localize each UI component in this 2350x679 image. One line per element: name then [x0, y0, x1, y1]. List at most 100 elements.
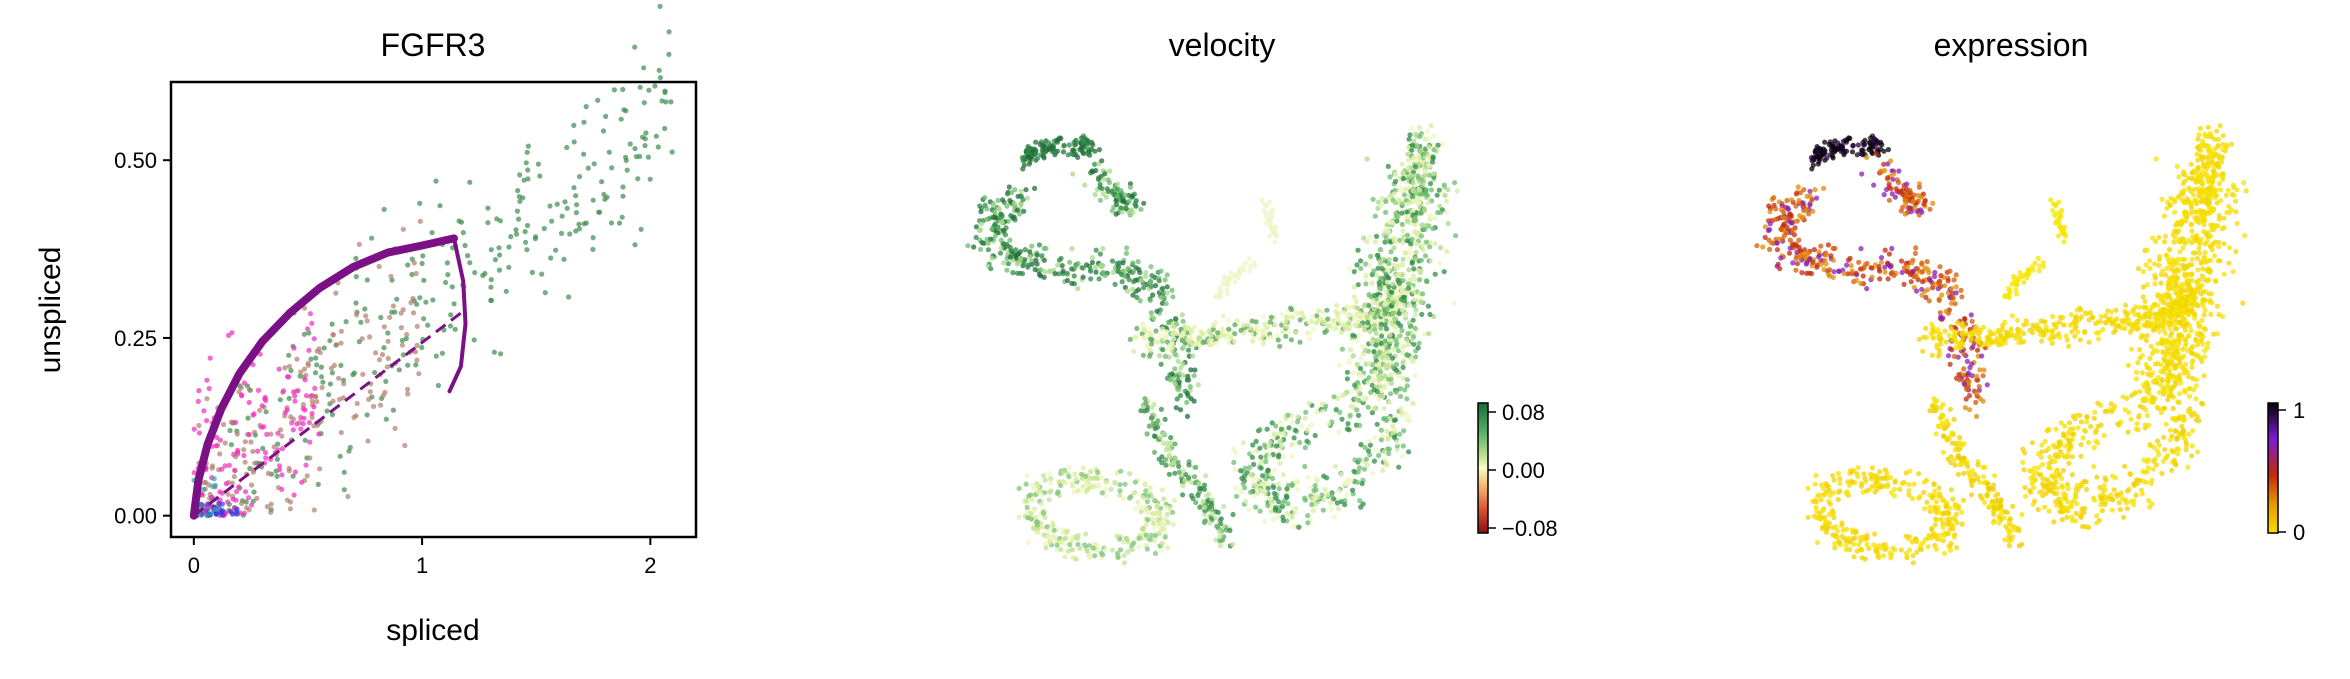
cell-point: [1132, 489, 1138, 496]
cell-point: [1898, 258, 1905, 264]
cell-point: [1901, 281, 1907, 287]
cell-point: [1831, 477, 1837, 483]
data-point: [379, 352, 386, 358]
cell-point: [1855, 142, 1861, 148]
cell-point: [1437, 209, 1444, 215]
cell-point: [2003, 523, 2009, 529]
cell-point: [1925, 266, 1931, 273]
cell-point: [1275, 514, 1281, 520]
cell-point: [1412, 312, 1418, 318]
data-point: [288, 414, 294, 420]
cell-point: [1379, 345, 1385, 351]
cell-point: [1097, 262, 1103, 268]
cell-point: [1352, 322, 1358, 328]
cell-point: [1400, 453, 1406, 459]
cell-point: [1121, 198, 1127, 205]
data-point: [191, 426, 197, 432]
cell-point: [1818, 243, 1824, 249]
cell-point: [1056, 271, 1062, 277]
data-point: [354, 400, 360, 407]
cell-point: [1147, 485, 1153, 491]
cell-point: [1172, 381, 1178, 387]
cell-point: [1023, 187, 1029, 193]
cell-point: [1929, 352, 1935, 358]
data-point: [204, 377, 210, 383]
data-point: [284, 497, 290, 503]
chart-title: velocity: [1169, 27, 1276, 63]
cell-point: [1236, 271, 1242, 277]
cell-point: [1397, 431, 1403, 437]
cell-point: [973, 234, 979, 240]
cell-point: [1101, 176, 1107, 182]
cell-point: [1787, 211, 1793, 217]
cell-point: [1453, 233, 1459, 239]
cell-point: [1905, 264, 1911, 270]
cell-point: [1064, 528, 1070, 534]
data-point: [506, 264, 512, 270]
cell-point: [1953, 440, 1959, 446]
data-point: [564, 205, 570, 211]
data-point: [583, 220, 589, 226]
cell-point: [1289, 482, 1295, 489]
cell-point: [1313, 475, 1319, 481]
cell-point: [1793, 191, 1799, 197]
cell-point: [1271, 484, 1277, 490]
cell-point: [1952, 301, 1958, 307]
cell-point: [1068, 266, 1075, 272]
cell-point: [1137, 298, 1143, 304]
data-point: [573, 193, 579, 199]
cell-point: [1151, 449, 1158, 455]
cell-point: [1914, 549, 1920, 555]
cell-point: [2072, 333, 2078, 339]
data-point: [241, 510, 247, 516]
cell-point: [1313, 487, 1319, 493]
cell-point: [1306, 400, 1312, 406]
cell-point: [1335, 506, 1341, 512]
cell-point: [1434, 192, 1440, 198]
cell-point: [1112, 281, 1118, 287]
cell-point: [1909, 495, 1915, 502]
cell-point: [1975, 474, 1981, 480]
cell-point: [1093, 264, 1099, 270]
cell-point: [1302, 497, 1308, 503]
cell-point: [1023, 498, 1029, 504]
cell-point: [1762, 234, 1768, 240]
cell-point: [1407, 132, 1413, 138]
cell-point: [1918, 547, 1924, 553]
cell-point: [1169, 287, 1175, 293]
cell-point: [1454, 188, 1460, 194]
data-point: [392, 425, 398, 431]
cell-point: [965, 243, 971, 249]
cell-point: [1100, 191, 1106, 197]
cell-point: [1176, 469, 1182, 475]
cell-point: [1102, 171, 1108, 177]
cell-point: [1342, 481, 1348, 487]
cell-point: [1405, 285, 1412, 291]
cell-point: [1451, 300, 1457, 306]
cell-point: [1372, 434, 1378, 440]
cell-point: [1754, 243, 1760, 249]
cell-point: [1344, 304, 1350, 310]
data-point: [503, 288, 509, 294]
cell-point: [1822, 257, 1828, 263]
cell-point: [1116, 264, 1122, 270]
cell-point: [1141, 335, 1147, 341]
cell-point: [2006, 533, 2012, 540]
cell-point: [2030, 322, 2036, 328]
cell-point: [1126, 198, 1132, 204]
cell-point: [1164, 290, 1170, 296]
cell-point: [1985, 335, 1991, 341]
cell-point: [1945, 353, 1952, 359]
cell-point: [988, 236, 994, 242]
cell-point: [1814, 539, 1820, 546]
data-point: [488, 277, 494, 283]
cell-point: [1358, 258, 1364, 264]
cell-point: [1404, 201, 1411, 207]
cell-point: [1381, 286, 1388, 292]
cell-point: [1219, 332, 1226, 338]
cell-point: [1149, 516, 1155, 522]
cell-point: [1418, 257, 1425, 263]
cell-point: [1150, 292, 1156, 298]
cell-point: [2123, 302, 2129, 308]
data-point: [217, 437, 223, 443]
